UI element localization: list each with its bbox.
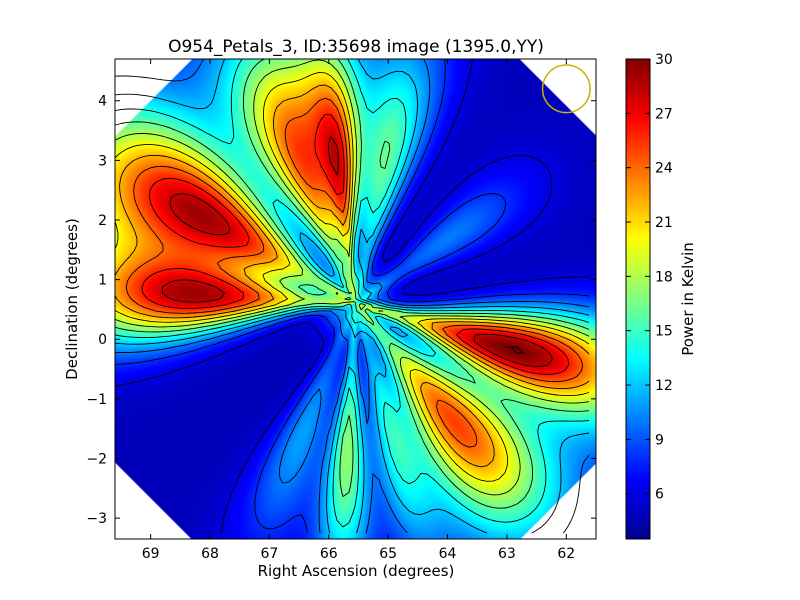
contour-level-18: [115, 59, 590, 496]
colorbar-ticks: 6 9 12 15 18 21 24 27 30: [626, 52, 673, 503]
x-tick-label: 68: [201, 546, 219, 562]
x-tick-label: 63: [498, 546, 516, 562]
contour-level-20: [115, 71, 590, 482]
colorbar-tick-label: 21: [655, 215, 673, 231]
colorbar: [625, 58, 651, 540]
contour-level-10: [115, 59, 590, 534]
contour-level-12: [115, 59, 590, 534]
x-tick-label: 66: [320, 546, 338, 562]
x-tick-label: 67: [260, 546, 278, 562]
beam-circle: [541, 64, 591, 114]
contour-lines: [115, 59, 590, 534]
y-tick-label: −1: [86, 392, 107, 408]
y-tick-label: 0: [98, 332, 107, 348]
contour-level-26: [141, 114, 570, 375]
y-tick-label: 3: [98, 153, 107, 169]
y-tick-label: 1: [98, 273, 107, 289]
beam-circle-marker: [541, 64, 591, 114]
colorbar-tick-label: 27: [655, 106, 673, 122]
y-tick-label: −2: [86, 452, 107, 468]
x-tick-label: 62: [557, 546, 575, 562]
y-tick-label: −3: [86, 511, 107, 527]
contour-level-16: [115, 59, 590, 509]
x-axis-ticks: 69 68 67 66 65 64 63 62: [142, 59, 575, 562]
colorbar-tick-label: 15: [655, 324, 673, 340]
contour-level-24: [125, 97, 584, 448]
plot-frame: [114, 58, 597, 540]
y-tick-label: 2: [98, 213, 107, 229]
contour-level-30: [505, 346, 524, 354]
colorbar-tick-label: 30: [655, 52, 673, 68]
contour-level-28: [161, 136, 553, 367]
y-axis-ticks: −3 −2 −1 0 1 2 3 4: [86, 94, 596, 527]
x-tick-label: 69: [142, 546, 160, 562]
chart-title: O954_Petals_3, ID:35698 image (1395.0,YY…: [168, 37, 544, 57]
contour-level-14: [115, 59, 590, 528]
colorbar-tick-label: 12: [655, 378, 673, 394]
contour-level-22: [115, 84, 590, 468]
colorbar-tick-label: 24: [655, 161, 673, 177]
x-tick-label: 65: [379, 546, 397, 562]
x-axis-label: Right Ascension (degrees): [258, 562, 455, 580]
y-tick-label: 4: [98, 94, 107, 110]
contour-level-6: [115, 59, 589, 534]
colorbar-tick-label: 18: [655, 269, 673, 285]
colorbar-tick-label: 9: [655, 432, 664, 448]
colorbar-tick-label: 6: [655, 487, 664, 503]
x-tick-label: 64: [439, 546, 457, 562]
heatmap-image: [115, 59, 596, 539]
y-axis-label: Declination (degrees): [63, 218, 81, 380]
colorbar-label: Power in Kelvin: [679, 242, 697, 356]
contour-level-8: [115, 59, 590, 534]
